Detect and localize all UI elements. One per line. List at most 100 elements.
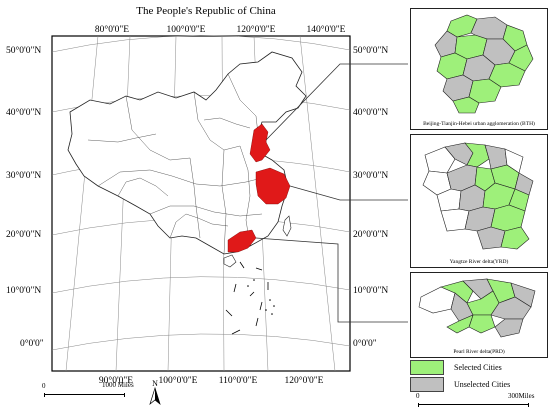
meridian-80e bbox=[65, 35, 99, 372]
boundary-line bbox=[117, 177, 169, 197]
inset-bth: Beijing-Tianjin-Hebei urban agglomeratio… bbox=[410, 8, 548, 130]
left-latitude-labels: 50°0'0"N 40°0'0"N 30°0'0"N 20°0'0"N 10°0… bbox=[6, 45, 44, 349]
main-scale-end: 1000 Miles bbox=[102, 381, 134, 389]
legend-item-unselected: Unselected Cities bbox=[410, 376, 548, 393]
scale-tick bbox=[124, 393, 125, 397]
scale-tick bbox=[44, 393, 45, 397]
lat-label-right: 10°0'0"N bbox=[353, 285, 388, 296]
main-map: The People's Republic of China 80°0'0"E … bbox=[6, 5, 410, 405]
nine-dash-segment bbox=[249, 291, 255, 297]
legend-label-unselected: Unselected Cities bbox=[454, 380, 511, 389]
lat-label-left: 30°0'0"N bbox=[6, 170, 41, 181]
islet bbox=[253, 279, 255, 281]
south-china-sea-line bbox=[225, 261, 269, 335]
lat-label-right: 20°0'0"N bbox=[353, 229, 388, 240]
city-selected bbox=[446, 314, 474, 334]
lat-label-left: 10°0'0"N bbox=[6, 285, 41, 296]
lon-label-top: 100°0'0"E bbox=[167, 24, 206, 35]
boundary-line bbox=[87, 133, 157, 143]
north-arrow-icon: N bbox=[149, 379, 161, 405]
nine-dash-segment bbox=[255, 267, 263, 271]
lat-label-left: 50°0'0"N bbox=[6, 45, 41, 56]
scale-tick bbox=[418, 403, 419, 407]
right-latitude-labels: 50°0'0"N 40°0'0"N 30°0'0"N 20°0'0"N 10°0… bbox=[353, 45, 388, 349]
boundary-line bbox=[203, 117, 251, 129]
islet bbox=[247, 285, 249, 287]
parallel-10n bbox=[51, 276, 351, 294]
city-unselected bbox=[476, 226, 506, 250]
inset-prd-caption: Pearl River delta(PRD) bbox=[453, 349, 505, 355]
region-prd-highlight bbox=[227, 229, 257, 253]
city-selected bbox=[440, 280, 474, 304]
nine-dash-segment bbox=[231, 329, 241, 335]
lat-label-left: 40°0'0"N bbox=[6, 107, 41, 118]
inset-scale-end: 300Miles bbox=[508, 392, 535, 400]
connector-bth bbox=[265, 63, 410, 141]
islet bbox=[271, 313, 273, 315]
legend-item-selected: Selected Cities bbox=[410, 359, 548, 376]
inset-yrd-caption: Yangtze River delta(YRD) bbox=[449, 259, 509, 265]
inset-scale-start: 0 bbox=[416, 392, 420, 400]
connector-yrd bbox=[289, 185, 410, 201]
city-selected bbox=[500, 226, 530, 250]
scale-line bbox=[418, 404, 528, 405]
inset-connectors bbox=[255, 63, 410, 323]
legend-swatch-selected bbox=[410, 360, 444, 375]
city-outside bbox=[424, 146, 456, 174]
boundary-line bbox=[97, 169, 271, 187]
bottom-longitude-labels: 90°0'0"E 100°0'0"E 110°0'0"E 120°0'0"E bbox=[99, 375, 324, 386]
boundary-line bbox=[239, 145, 251, 247]
lat-label-right: 30°0'0"N bbox=[353, 170, 388, 181]
city-selected bbox=[468, 314, 496, 334]
inset-bth-caption: Beijing-Tianjin-Hebei urban agglomeratio… bbox=[423, 121, 535, 127]
nine-dash-segment bbox=[233, 283, 237, 293]
province-boundaries bbox=[87, 73, 271, 255]
taiwan-island bbox=[282, 215, 292, 237]
main-scale-start: 0 bbox=[42, 382, 46, 390]
lon-label-bottom: 110°0'0"E bbox=[219, 375, 258, 386]
city-unselected bbox=[494, 318, 524, 338]
lon-label-top: 140°0'0"E bbox=[307, 24, 346, 35]
meridian-90e bbox=[115, 35, 131, 372]
nine-dash-segment bbox=[255, 317, 259, 327]
city-outside bbox=[440, 208, 470, 232]
islet bbox=[269, 299, 271, 301]
lon-label-bottom: 120°0'0"E bbox=[285, 375, 324, 386]
connector-prd bbox=[255, 237, 410, 323]
legend-label-selected: Selected Cities bbox=[454, 363, 502, 372]
boundary-line bbox=[221, 149, 227, 255]
nine-dash-segment bbox=[225, 309, 233, 317]
parallel-50n bbox=[51, 35, 351, 53]
boundary-line bbox=[189, 157, 201, 239]
legend-swatch-unselected bbox=[410, 377, 444, 392]
scale-tick bbox=[528, 403, 529, 407]
lat-label-right: 40°0'0"N bbox=[353, 107, 388, 118]
islet bbox=[265, 309, 267, 311]
main-map-svg: The People's Republic of China 80°0'0"E … bbox=[6, 5, 410, 405]
region-yrd-highlight bbox=[255, 167, 291, 205]
north-arrow-fill bbox=[155, 388, 160, 404]
inset-prd: Pearl River delta(PRD) bbox=[410, 272, 548, 358]
boundary-line bbox=[125, 95, 191, 161]
city-unselected bbox=[484, 144, 508, 170]
map-title: The People's Republic of China bbox=[136, 5, 276, 17]
inset-yrd: Yangtze River delta(YRD) bbox=[410, 134, 548, 268]
city-selected bbox=[452, 96, 480, 114]
lon-label-bottom: 100°0'0"E bbox=[159, 375, 198, 386]
inset-bth-map bbox=[434, 14, 534, 114]
lat-label-left: 20°0'0"N bbox=[6, 229, 41, 240]
meridian-140e bbox=[299, 35, 336, 372]
lat-label-right: 0°0'0" bbox=[353, 338, 377, 349]
nine-dash-segment bbox=[239, 261, 245, 269]
lon-label-top: 120°0'0"E bbox=[237, 24, 276, 35]
legend: Selected Cities Unselected Cities bbox=[410, 359, 548, 393]
boundary-line bbox=[193, 91, 241, 151]
hainan-island bbox=[223, 254, 237, 268]
south-china-sea-islets bbox=[247, 279, 275, 315]
lat-label-right: 50°0'0"N bbox=[353, 45, 388, 56]
islet bbox=[273, 305, 275, 307]
top-longitude-labels: 80°0'0"E 100°0'0"E 120°0'0"E 140°0'0"E bbox=[95, 24, 346, 35]
china-map bbox=[67, 51, 307, 335]
north-arrow-label: N bbox=[152, 379, 158, 388]
parallel-0 bbox=[51, 333, 351, 351]
